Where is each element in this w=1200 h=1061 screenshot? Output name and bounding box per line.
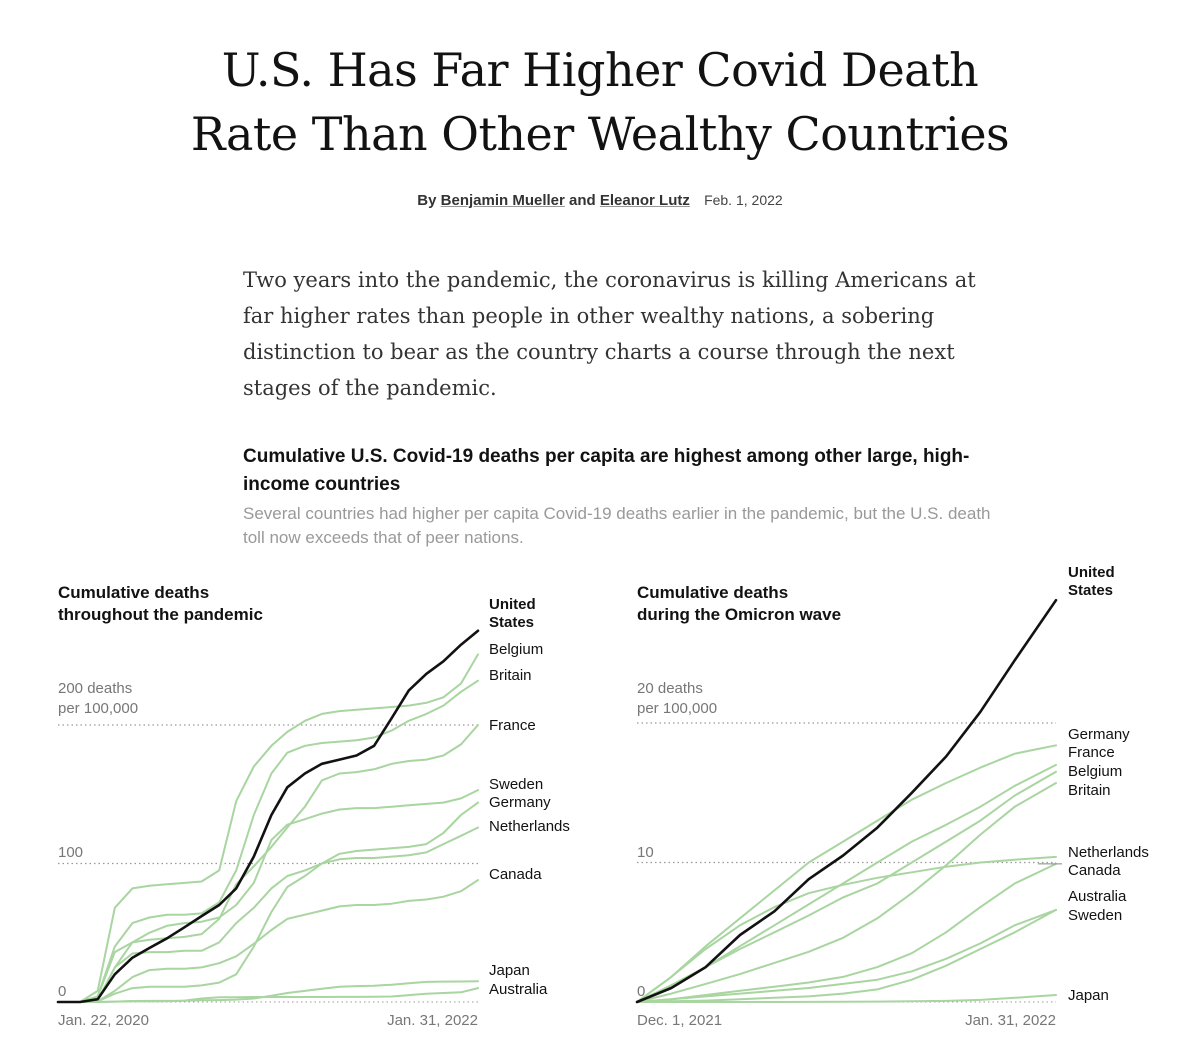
- series-label-line: Germany: [1068, 726, 1130, 743]
- series-label-japan: Japan: [1068, 987, 1109, 1004]
- panel-title-line-2: during the Omicron wave: [637, 605, 841, 624]
- series-line-belgium: [636, 770, 1057, 1003]
- y-axis-label-line-2: per 100,000: [637, 700, 717, 717]
- y-tick-label: 0: [58, 983, 66, 1000]
- byline: By Benjamin Mueller and Eleanor Lutz Feb…: [0, 192, 1200, 209]
- headline: U.S. Has Far Higher Covid Death Rate Tha…: [0, 38, 1200, 166]
- series-label-line: States: [1068, 582, 1113, 599]
- series-label-netherlands: Netherlands: [1068, 844, 1149, 861]
- series-label-germany: Germany: [489, 794, 551, 811]
- headline-line-2: Rate Than Other Wealthy Countries: [190, 107, 1010, 161]
- y-axis-label: 20 deaths per 100,000: [637, 680, 717, 717]
- series-label-sweden: Sweden: [489, 776, 543, 793]
- y-tick-label: 0: [637, 983, 645, 1000]
- panel-title: Cumulative deaths during the Omicron wave: [637, 583, 841, 624]
- series-line-netherlands: [57, 826, 479, 1003]
- series-line-netherlands: [636, 855, 1057, 1003]
- series-label-canada: Canada: [1068, 862, 1121, 879]
- series-label-line: Canada: [489, 866, 542, 883]
- series-label-united-states: United States: [489, 596, 536, 631]
- chart-panel-full-pandemic: Cumulative deaths throughout the pandemic…: [56, 583, 570, 1029]
- series-label-line: Japan: [489, 962, 530, 979]
- series-label-line: France: [489, 717, 536, 734]
- byline-prefix: By: [417, 192, 437, 209]
- series-line-britain: [57, 679, 479, 1003]
- series-line-canada: [636, 862, 1057, 1003]
- series-label-line: Belgium: [1068, 763, 1122, 780]
- graphic-title: Cumulative U.S. Covid-19 deaths per capi…: [243, 446, 970, 495]
- x-tick-label-start: Jan. 22, 2020: [58, 1012, 149, 1029]
- y-axis-label-line-2: per 100,000: [58, 700, 138, 717]
- series-label-line: Britain: [1068, 782, 1111, 799]
- series-line-sweden: [636, 908, 1057, 1003]
- series-label-line: France: [1068, 744, 1115, 761]
- series-label-britain: Britain: [489, 667, 532, 684]
- panel-title-line-1: Cumulative deaths: [637, 583, 788, 602]
- series-line-australia: [636, 908, 1057, 1003]
- series-label-australia: Australia: [489, 981, 548, 998]
- byline-and: and: [569, 192, 596, 209]
- series-label-line: Britain: [489, 667, 532, 684]
- author-link-2[interactable]: Eleanor Lutz: [599, 192, 690, 209]
- series-label-belgium: Belgium: [489, 641, 543, 658]
- series-line-britain: [636, 782, 1057, 1003]
- x-tick-label-end: Jan. 31, 2022: [387, 1012, 478, 1029]
- series-label-line: Germany: [489, 794, 551, 811]
- headline-line-1: U.S. Has Far Higher Covid Death: [221, 43, 979, 97]
- series-line-germany: [57, 801, 479, 1003]
- series-label-line: Sweden: [489, 776, 543, 793]
- series-label-line: Netherlands: [1068, 844, 1149, 861]
- series-label-france: France: [1068, 744, 1115, 761]
- series-label-line: Australia: [489, 981, 548, 998]
- series-label-united-states: United States: [1068, 564, 1115, 599]
- series-label-line: Netherlands: [489, 818, 570, 835]
- series-line-sweden: [57, 789, 479, 1003]
- x-tick-label-start: Dec. 1, 2021: [637, 1012, 722, 1029]
- series-label-line: Belgium: [489, 641, 543, 658]
- y-axis-label-line-1: 200 deaths: [58, 680, 132, 697]
- series-line-united-states: [56, 629, 480, 1004]
- series-label-belgium: Belgium: [1068, 763, 1122, 780]
- series-label-japan: Japan: [489, 962, 530, 979]
- series-line-united-states: [635, 598, 1058, 1004]
- series-label-australia: Australia: [1068, 888, 1127, 905]
- series-label-france: France: [489, 717, 536, 734]
- y-tick-label: 100: [58, 844, 83, 861]
- panel-title: Cumulative deaths throughout the pandemic: [58, 583, 263, 624]
- series-label-line: Australia: [1068, 888, 1127, 905]
- publish-date: Feb. 1, 2022: [704, 192, 783, 208]
- series-line-belgium: [57, 653, 479, 1003]
- series-label-sweden: Sweden: [1068, 907, 1122, 924]
- series-line-australia: [57, 987, 479, 1003]
- graphic-subtitle: Several countries had higher per capita …: [243, 504, 991, 547]
- y-axis-label-line-1: 20 deaths: [637, 680, 703, 697]
- author-link-1[interactable]: Benjamin Mueller: [440, 192, 565, 209]
- series-line-japan: [636, 994, 1057, 1003]
- series-label-netherlands: Netherlands: [489, 818, 570, 835]
- series-label-britain: Britain: [1068, 782, 1111, 799]
- panel-title-line-1: Cumulative deaths: [58, 583, 209, 602]
- series-line-canada: [57, 879, 479, 1003]
- series-label-line: Sweden: [1068, 907, 1122, 924]
- series-label-line: Japan: [1068, 987, 1109, 1004]
- series-label-line: Canada: [1068, 862, 1121, 879]
- series-line-france: [636, 763, 1057, 1003]
- y-tick-label: 10: [637, 844, 654, 861]
- series-label-line: United: [1068, 564, 1115, 581]
- series-label-canada: Canada: [489, 866, 542, 883]
- series-label-line: United: [489, 596, 536, 613]
- series-label-germany: Germany: [1068, 726, 1130, 743]
- x-tick-label-end: Jan. 31, 2022: [965, 1012, 1056, 1029]
- series-line-germany: [636, 744, 1057, 1003]
- y-axis-label: 200 deaths per 100,000: [58, 680, 138, 717]
- series-label-line: States: [489, 614, 534, 631]
- article-summary: Two years into the pandemic, the coronav…: [243, 268, 976, 400]
- panel-title-line-2: throughout the pandemic: [58, 605, 263, 624]
